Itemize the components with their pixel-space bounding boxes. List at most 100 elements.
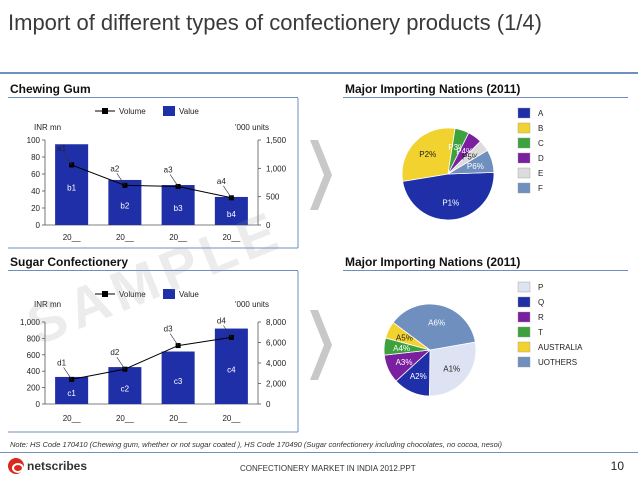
logo-text: netscribes	[27, 459, 88, 473]
left-tick-label: 0	[36, 400, 41, 409]
legend-value-label: Value	[179, 290, 199, 299]
pie-legend-label: UOTHERS	[538, 358, 577, 367]
value-bar	[161, 185, 195, 225]
left-tick-label: 80	[31, 153, 40, 162]
value-bar	[214, 196, 248, 225]
pie-legend-swatch	[517, 326, 531, 338]
title-rule	[0, 72, 638, 74]
pie-slice-label: A2%	[410, 372, 427, 381]
pie-legend-swatch	[517, 152, 531, 164]
value-bar-label: c3	[174, 377, 183, 386]
left-tick-label: 100	[27, 136, 41, 145]
volume-point-label: a4	[217, 177, 226, 186]
pie-legend-label: C	[538, 139, 544, 148]
category-label: 20__	[222, 233, 240, 242]
right-axis-label: '000 units	[235, 300, 269, 309]
pie-slice	[401, 127, 456, 182]
pie-legend-label: AUSTRALIA	[538, 343, 583, 352]
legend-volume-marker	[102, 291, 108, 297]
pie-legend-swatch	[517, 182, 531, 194]
left-tick-label: 200	[27, 384, 41, 393]
legend-volume-marker	[102, 108, 108, 114]
chewing-gum-chart: Volume Value INR mn '000 units 0 20 40 60 80 100 0…	[27, 106, 287, 242]
pie-slice-label: P1%	[442, 198, 459, 207]
section-rule-3	[8, 270, 298, 271]
footnote: Note: HS Code 170410 (Chewing gum, wheth…	[10, 440, 502, 449]
section-title-sugar: Sugar Confectionery	[10, 255, 129, 269]
right-tick-label: 8,000	[266, 318, 287, 327]
legend-value-swatch	[163, 106, 175, 116]
pie-legend-swatch	[517, 281, 531, 293]
category-label: 20__	[116, 414, 134, 423]
right-tick-label: 2,000	[266, 380, 287, 389]
volume-point-label: a2	[110, 164, 119, 173]
pie-slice-label: A4%	[393, 344, 410, 353]
volume-callout-line	[223, 185, 232, 198]
section-rule-2	[343, 97, 628, 98]
value-bar-label: c1	[67, 389, 76, 398]
category-label: 20__	[63, 414, 81, 423]
pie-slice-label: P4%	[456, 147, 473, 156]
pie-slice-label: P6%	[467, 162, 484, 171]
volume-callout-line	[63, 367, 72, 380]
right-tick-label: 1,000	[266, 164, 287, 173]
value-bar-label: b1	[67, 184, 76, 193]
value-bar-label: c2	[121, 385, 130, 394]
volume-point-label: d4	[217, 316, 226, 325]
left-tick-label: 800	[27, 334, 41, 343]
volume-point-label: d2	[110, 348, 119, 357]
legend-value-label: Value	[179, 107, 199, 116]
volume-point-label: d3	[164, 325, 173, 334]
category-label: 20__	[169, 414, 187, 423]
logo-icon	[8, 458, 24, 474]
pie-legend-label: D	[538, 154, 544, 163]
value-bar-label: b3	[174, 204, 183, 213]
right-tick-label: 500	[266, 193, 280, 202]
right-axis-label: '000 units	[235, 123, 269, 132]
pie-legend-label: A	[538, 109, 544, 118]
arrow-icon-2	[310, 310, 332, 380]
page-title: Import of different types of confectione…	[8, 10, 542, 35]
pie-legend-label: F	[538, 184, 543, 193]
value-bar-label: c4	[227, 365, 236, 374]
value-bar	[214, 328, 248, 404]
volume-callout-line	[63, 152, 72, 166]
pie-slice-label: A5%	[396, 333, 413, 342]
page-number: 10	[610, 459, 624, 473]
pie-legend-label: B	[538, 124, 543, 133]
pie-legend-swatch	[517, 107, 531, 119]
left-tick-label: 600	[27, 351, 41, 360]
pie-slice	[447, 149, 495, 175]
left-tick-label: 20	[31, 204, 40, 213]
right-tick-label: 0	[266, 400, 271, 409]
category-label: 20__	[116, 233, 134, 242]
pie-legend-swatch	[517, 167, 531, 179]
value-bar	[161, 351, 195, 404]
left-axis-label: INR mn	[34, 300, 61, 309]
pie-legend-swatch	[517, 296, 531, 308]
pie-legend-swatch	[517, 311, 531, 323]
category-label: 20__	[169, 233, 187, 242]
pie-legend-label: T	[538, 328, 543, 337]
section-title-pie-2: Major Importing Nations (2011)	[345, 255, 521, 269]
section-title-pie-1: Major Importing Nations (2011)	[345, 82, 521, 96]
volume-point-label: a3	[164, 165, 173, 174]
pie-slice-label: P2%	[419, 150, 436, 159]
logo: netscribes	[8, 458, 87, 474]
volume-callout-line	[116, 173, 126, 186]
legend-value-swatch	[163, 289, 175, 299]
left-tick-label: 60	[31, 170, 40, 179]
pie-legend-label: E	[538, 169, 543, 178]
left-tick-label: 400	[27, 367, 41, 376]
volume-callout-line	[169, 333, 179, 346]
pie-slice	[428, 341, 477, 397]
pie-legend-swatch	[517, 356, 531, 368]
footer-document-name: CONFECTIONERY MARKET IN INDIA 2012.PPT	[240, 464, 416, 473]
volume-line	[71, 164, 232, 199]
category-label: 20__	[63, 233, 81, 242]
volume-callout-line	[223, 325, 232, 338]
pie-legend-label: P	[538, 283, 543, 292]
section-rule-4	[343, 270, 628, 271]
volume-callout-line	[169, 174, 179, 187]
